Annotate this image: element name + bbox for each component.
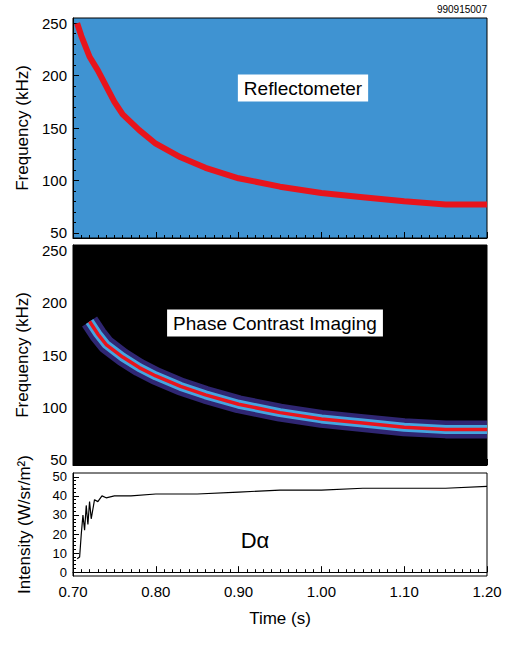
svg-text:0.70: 0.70 [58,583,87,600]
svg-text:990915007: 990915007 [437,4,487,15]
svg-text:20: 20 [53,527,67,542]
svg-text:150: 150 [42,347,67,364]
svg-text:150: 150 [42,120,67,137]
svg-text:1.10: 1.10 [390,583,419,600]
svg-text:1.00: 1.00 [307,583,336,600]
svg-text:50: 50 [50,224,67,241]
svg-text:Frequency (kHz): Frequency (kHz) [13,292,32,418]
svg-text:50: 50 [53,469,67,484]
svg-text:Time (s): Time (s) [249,609,311,628]
svg-text:100: 100 [42,399,67,416]
svg-text:250: 250 [42,242,67,259]
svg-text:0: 0 [60,565,67,580]
svg-text:1.20: 1.20 [472,583,501,600]
svg-text:40: 40 [53,488,67,503]
svg-text:100: 100 [42,172,67,189]
svg-text:250: 250 [42,15,67,32]
svg-text:Intensity (W/sr/m²): Intensity (W/sr/m²) [15,455,34,594]
svg-text:Frequency (kHz): Frequency (kHz) [13,65,32,191]
svg-text:Phase Contrast Imaging: Phase Contrast Imaging [173,313,377,334]
svg-text:10: 10 [53,546,67,561]
svg-text:50: 50 [50,451,67,468]
svg-text:0.90: 0.90 [224,583,253,600]
svg-text:200: 200 [42,294,67,311]
svg-text:0.80: 0.80 [141,583,170,600]
svg-text:30: 30 [53,507,67,522]
svg-text:200: 200 [42,67,67,84]
svg-text:Dα: Dα [241,528,270,553]
svg-text:Reflectometer: Reflectometer [244,78,363,99]
